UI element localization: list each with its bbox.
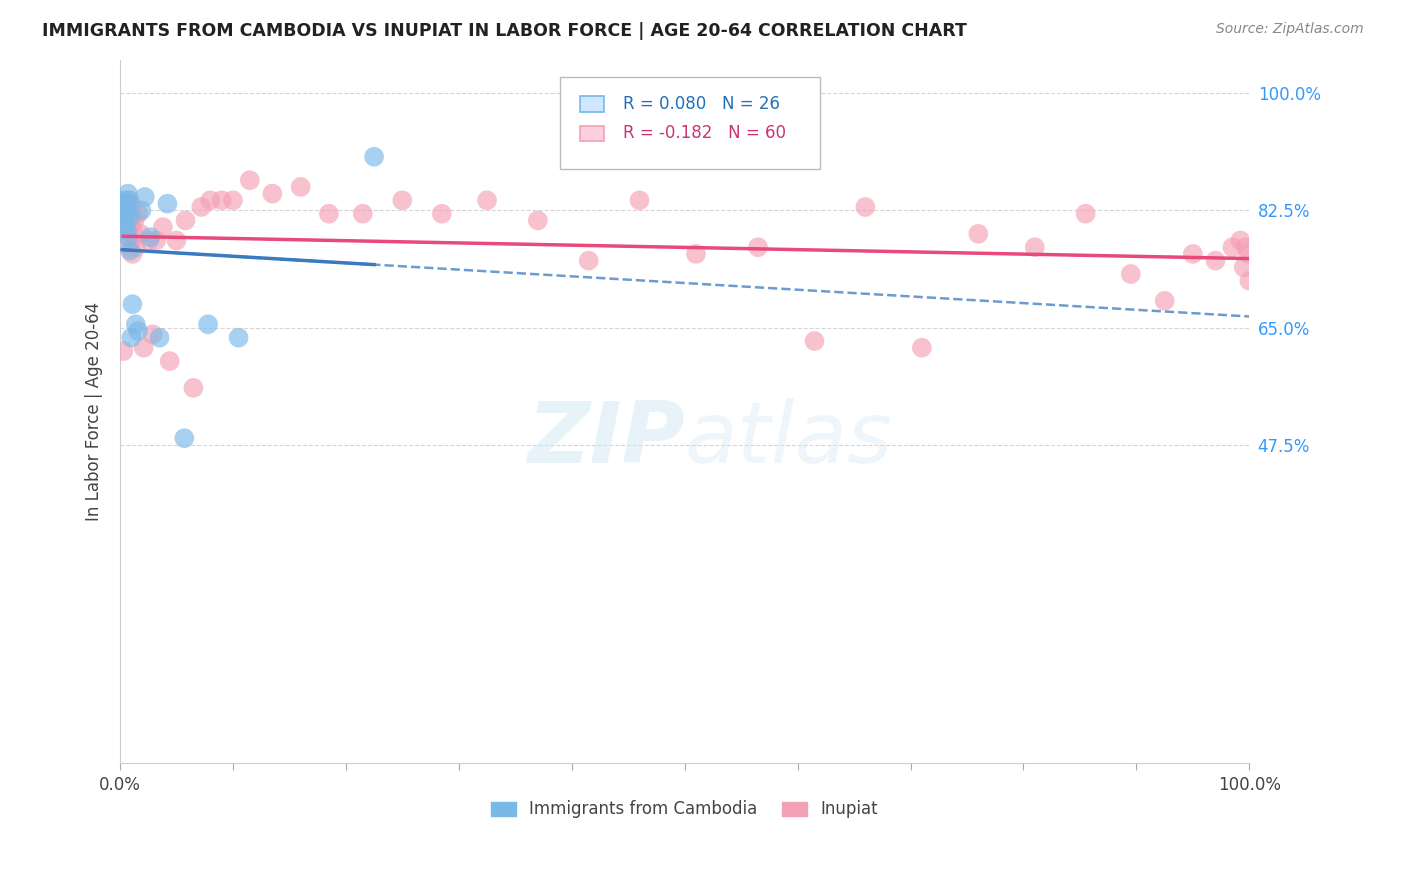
Point <box>120 331 142 345</box>
Point <box>1233 260 1256 275</box>
Text: atlas: atlas <box>685 398 893 481</box>
Point <box>121 200 143 214</box>
Point <box>967 227 990 241</box>
Text: Source: ZipAtlas.com: Source: ZipAtlas.com <box>1216 22 1364 37</box>
Point <box>142 327 165 342</box>
Point <box>363 150 385 164</box>
Point <box>125 318 148 332</box>
Point <box>117 196 139 211</box>
Point <box>125 240 148 254</box>
Point <box>290 180 312 194</box>
Point <box>183 381 205 395</box>
Point <box>1074 207 1097 221</box>
Point <box>1239 274 1261 288</box>
Point <box>262 186 284 201</box>
Point <box>152 220 174 235</box>
Point <box>117 230 139 244</box>
Point <box>115 223 138 237</box>
Point <box>114 213 136 227</box>
Point <box>747 240 769 254</box>
Point <box>911 341 934 355</box>
Text: R = -0.182   N = 60: R = -0.182 N = 60 <box>623 125 786 143</box>
Point <box>120 210 142 224</box>
Point <box>117 186 139 201</box>
Point <box>120 244 142 258</box>
Point <box>211 194 233 208</box>
Point <box>318 207 340 221</box>
Point <box>190 200 212 214</box>
Point <box>118 194 141 208</box>
Point <box>1237 247 1260 261</box>
Point <box>475 194 498 208</box>
Point <box>197 318 219 332</box>
Point <box>118 220 141 235</box>
Point <box>174 213 197 227</box>
Point <box>122 227 145 241</box>
Point <box>114 217 136 231</box>
Point <box>159 354 181 368</box>
Text: R = 0.080   N = 26: R = 0.080 N = 26 <box>623 95 779 113</box>
Point <box>114 203 136 218</box>
Point <box>527 213 550 227</box>
FancyBboxPatch shape <box>579 126 605 141</box>
Point <box>134 190 156 204</box>
Point <box>117 203 139 218</box>
Point <box>148 331 170 345</box>
Text: IMMIGRANTS FROM CAMBODIA VS INUPIAT IN LABOR FORCE | AGE 20-64 CORRELATION CHART: IMMIGRANTS FROM CAMBODIA VS INUPIAT IN L… <box>42 22 967 40</box>
Point <box>228 331 250 345</box>
Point <box>803 334 825 348</box>
Point <box>127 207 149 221</box>
Point <box>1204 253 1226 268</box>
Point <box>112 194 135 208</box>
Legend: Immigrants from Cambodia, Inupiat: Immigrants from Cambodia, Inupiat <box>484 794 886 825</box>
Point <box>118 194 141 208</box>
Point <box>120 234 142 248</box>
Point <box>1181 247 1204 261</box>
Point <box>112 344 135 359</box>
Point <box>165 234 187 248</box>
Point <box>173 431 195 445</box>
Point <box>685 247 707 261</box>
Point <box>114 210 136 224</box>
Text: ZIP: ZIP <box>527 398 685 481</box>
Point <box>222 194 245 208</box>
Point <box>124 213 146 227</box>
Point <box>1234 240 1257 254</box>
Point <box>112 196 135 211</box>
Point <box>132 341 155 355</box>
Point <box>200 194 222 208</box>
Point <box>114 236 136 251</box>
Point <box>115 223 138 237</box>
Point <box>139 230 162 244</box>
Point <box>145 234 167 248</box>
Point <box>628 194 651 208</box>
Point <box>127 324 149 338</box>
Point <box>1229 234 1251 248</box>
Y-axis label: In Labor Force | Age 20-64: In Labor Force | Age 20-64 <box>86 301 103 521</box>
Point <box>131 203 153 218</box>
Point <box>129 227 152 241</box>
Point <box>120 213 142 227</box>
Point <box>578 253 600 268</box>
Point <box>121 247 143 261</box>
Point <box>117 207 139 221</box>
Point <box>853 200 876 214</box>
FancyBboxPatch shape <box>561 78 820 169</box>
Point <box>1024 240 1046 254</box>
Point <box>156 196 179 211</box>
Point <box>1153 293 1175 308</box>
FancyBboxPatch shape <box>579 96 605 112</box>
Point <box>115 196 138 211</box>
Point <box>1119 267 1142 281</box>
Point <box>352 207 374 221</box>
Point <box>239 173 262 187</box>
Point <box>121 297 143 311</box>
Point <box>430 207 453 221</box>
Point <box>138 234 160 248</box>
Point <box>391 194 413 208</box>
Point <box>120 220 142 235</box>
Point <box>1222 240 1244 254</box>
